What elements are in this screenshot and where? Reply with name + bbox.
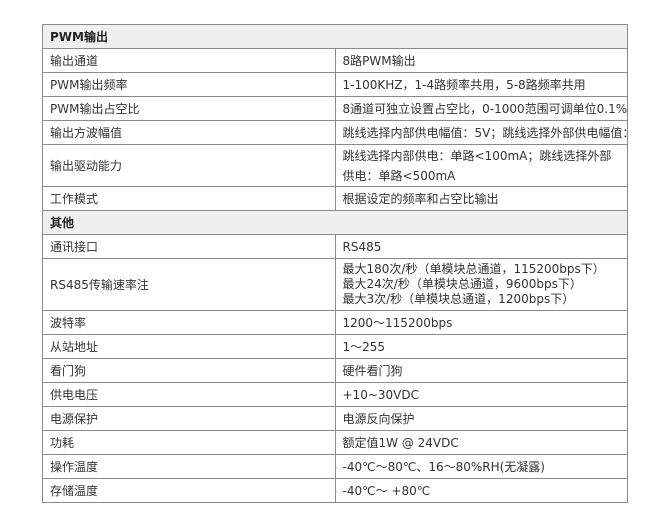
spec-value-line: 最大24次/秒（单模块总通道，9600bps下） — [342, 277, 582, 291]
spec-value-line: 最大3次/秒（单模块总通道，1200bps下） — [342, 292, 575, 306]
table-row: 从站地址 1～255 — [42, 334, 628, 359]
spec-value: -40℃～ +80℃ — [334, 478, 628, 503]
spec-key: PWM输出占空比 — [42, 96, 336, 121]
table-row: 输出通道 8路PWM输出 — [42, 48, 628, 73]
spec-key: 操作温度 — [42, 454, 336, 479]
table-row: 功耗 额定值1W @ 24VDC — [42, 430, 628, 455]
spec-key: 工作模式 — [42, 186, 336, 211]
spec-key: 通讯接口 — [42, 234, 336, 259]
spec-value: 1200～115200bps — [334, 310, 628, 335]
spec-key: 输出方波幅值 — [42, 120, 336, 145]
spec-value: 8路PWM输出 — [334, 48, 628, 73]
table-row: 电源保护 电源反向保护 — [42, 406, 628, 431]
spec-key: 看门狗 — [42, 358, 336, 383]
table-row: 看门狗 硬件看门狗 — [42, 358, 628, 383]
spec-key: 从站地址 — [42, 334, 336, 359]
table-row: 操作温度 -40℃～80℃、16～80%RH(无凝露) — [42, 454, 628, 479]
spec-value: 1-100KHZ，1-4路频率共用，5-8路频率共用 — [334, 72, 628, 97]
table-row: 工作模式 根据设定的频率和占空比输出 — [42, 186, 628, 211]
spec-value: RS485 — [334, 234, 628, 259]
table-row: 输出驱动能力 跳线选择内部供电：单路<100mA；跳线选择外部供电：单路<500m… — [42, 144, 628, 187]
spec-key: 供电电压 — [42, 382, 336, 407]
table-row: PWM输出频率 1-100KHZ，1-4路频率共用，5-8路频率共用 — [42, 72, 628, 97]
spec-key: 电源保护 — [42, 406, 336, 431]
spec-value: 8通道可独立设置占空比，0-1000范围可调单位0.1% — [334, 96, 628, 121]
spec-value: -40℃～80℃、16～80%RH(无凝露) — [334, 454, 628, 479]
spec-key: RS485传输速率注 — [42, 258, 336, 311]
section-header-other: 其他 — [42, 210, 628, 235]
section-header-pwm: PWM输出 — [42, 24, 628, 49]
spec-value: 电源反向保护 — [334, 406, 628, 431]
spec-value: 跳线选择内部供电：单路<100mA；跳线选择外部供电：单路<500mA — [334, 144, 628, 187]
spec-key: 存储温度 — [42, 478, 336, 503]
spec-key: PWM输出频率 — [42, 72, 336, 97]
table-row: RS485传输速率注 最大180次/秒（单模块总通道，115200bps下） 最… — [42, 258, 628, 311]
spec-value: 根据设定的频率和占空比输出 — [334, 186, 628, 211]
spec-value: 最大180次/秒（单模块总通道，115200bps下） 最大24次/秒（单模块总… — [334, 258, 628, 311]
spec-value: 硬件看门狗 — [334, 358, 628, 383]
table-row: 供电电压 +10~30VDC — [42, 382, 628, 407]
section-title: PWM输出 — [42, 24, 628, 49]
spec-table: PWM输出 输出通道 8路PWM输出 PWM输出频率 1-100KHZ，1-4路频率… — [42, 24, 628, 503]
spec-key: 波特率 — [42, 310, 336, 335]
table-row: 存储温度 -40℃～ +80℃ — [42, 478, 628, 503]
spec-value: +10~30VDC — [334, 382, 628, 407]
spec-key: 输出驱动能力 — [42, 144, 336, 187]
table-row: 通讯接口 RS485 — [42, 234, 628, 259]
spec-value: 1～255 — [334, 334, 628, 359]
spec-value: 跳线选择内部供电幅值：5V；跳线选择外部供电幅值：4.5V-25V — [334, 120, 628, 145]
table-row: 波特率 1200～115200bps — [42, 310, 628, 335]
spec-key: 功耗 — [42, 430, 336, 455]
spec-value: 额定值1W @ 24VDC — [334, 430, 628, 455]
table-row: PWM输出占空比 8通道可独立设置占空比，0-1000范围可调单位0.1% — [42, 96, 628, 121]
spec-value-line: 最大180次/秒（单模块总通道，115200bps下） — [342, 262, 605, 276]
spec-key: 输出通道 — [42, 48, 336, 73]
section-title: 其他 — [42, 210, 628, 235]
